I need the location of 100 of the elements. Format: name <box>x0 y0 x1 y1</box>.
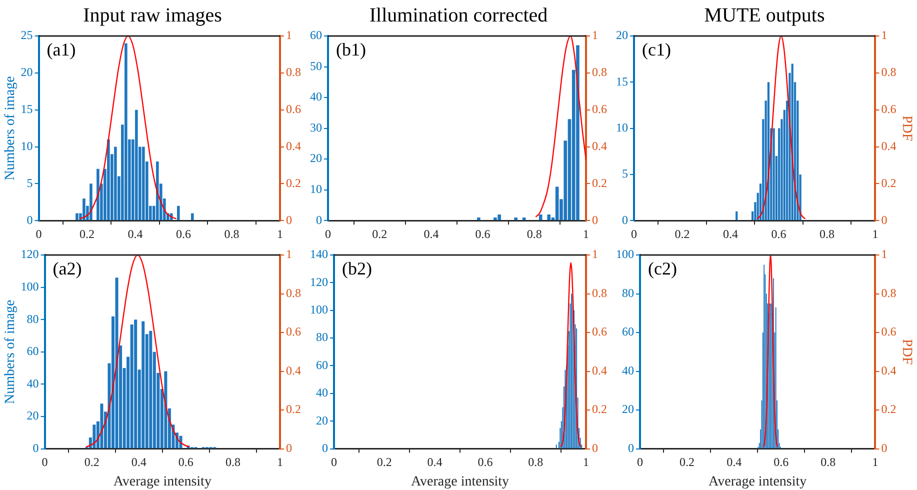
y2-tick-label: 0 <box>881 212 888 227</box>
x-tick-label: 0.6 <box>176 226 192 241</box>
x-tick-label: 0.8 <box>224 226 240 241</box>
y2-tick-label: 1 <box>592 247 598 262</box>
y2-axis-title: PDF <box>898 115 914 142</box>
y-tick-label: 5 <box>26 176 33 190</box>
y2-tick-label: 0.8 <box>881 286 896 300</box>
x-tick-label: 0.4 <box>131 455 146 470</box>
x-tick-label: 0.6 <box>178 455 194 470</box>
y2-tick-label: 0.2 <box>592 402 607 416</box>
line-series <box>535 36 586 218</box>
y-tick-label: 20 <box>26 408 39 423</box>
y-tick-label: 60 <box>310 28 322 42</box>
x-tick-label: 0.2 <box>372 226 388 241</box>
y2-tick-label: 0.2 <box>881 402 896 416</box>
x-tick-label: 0.6 <box>774 455 789 470</box>
annotation: (b1) <box>336 40 366 60</box>
y-tick-label: 120 <box>20 247 39 262</box>
y2-tick-label: 0.6 <box>881 324 896 339</box>
y2-tick-label: 1 <box>881 28 888 42</box>
annotation: (c1) <box>642 40 671 60</box>
y2-tick-label: 0.4 <box>286 363 301 378</box>
y-tick-label: 60 <box>316 358 328 372</box>
y-tick-label: 60 <box>26 344 39 358</box>
y-tick-label: 25 <box>20 28 33 42</box>
y2-tick-label: 0 <box>592 440 598 455</box>
y-tick-label: 80 <box>622 286 634 300</box>
y2-tick-label: 0.4 <box>592 363 607 378</box>
y-tick-label: 10 <box>616 120 628 134</box>
x-tick-label: 0.6 <box>475 226 490 241</box>
x-tick-label: 0.8 <box>526 226 542 241</box>
annotation: (b2) <box>342 258 372 279</box>
y-tick-label: 0 <box>628 440 634 455</box>
y2-tick-label: 0 <box>286 440 292 455</box>
y2-tick-label: 0.2 <box>286 176 301 190</box>
y2-tick-label: 0.6 <box>286 324 301 339</box>
y2-tick-label: 0 <box>592 212 598 227</box>
x-tick-label: 0.8 <box>528 455 544 470</box>
y2-tick-label: 0.2 <box>592 176 607 190</box>
y-tick-label: 40 <box>316 386 328 400</box>
x-tick-label: 0.2 <box>80 226 95 241</box>
y-tick-label: 20 <box>20 65 33 80</box>
x-tick-label: 0 <box>331 455 337 470</box>
x-tick-label: 1 <box>872 226 878 241</box>
y2-tick-label: 0.6 <box>592 102 607 116</box>
y-tick-label: 0 <box>32 440 39 455</box>
y-tick-label: 100 <box>616 247 634 262</box>
chart-title: Input raw images <box>83 4 222 26</box>
y2-tick-label: 0.8 <box>881 65 896 80</box>
y-tick-label: 50 <box>310 58 322 73</box>
y2-tick-label: 0 <box>286 212 292 227</box>
y2-tick-label: 0.2 <box>286 402 301 416</box>
y-tick-label: 100 <box>20 279 39 294</box>
y2-tick-label: 0.8 <box>592 65 607 80</box>
line-series <box>560 262 582 448</box>
y-tick-label: 20 <box>310 151 322 166</box>
chart-title: MUTE outputs <box>704 4 825 26</box>
x-tick-label: 0.8 <box>819 226 834 241</box>
y-tick-label: 40 <box>310 90 322 104</box>
y2-tick-label: 0.4 <box>592 138 607 153</box>
y-tick-label: 5 <box>622 166 628 181</box>
annotation: (a2) <box>52 258 82 279</box>
annotation: (c2) <box>648 258 677 279</box>
annotation: (a1) <box>46 40 76 60</box>
x-tick-label: 0 <box>42 455 48 470</box>
x-tick-label: 1 <box>583 226 589 241</box>
y-tick-label: 0 <box>322 440 328 455</box>
x-tick-label: 0.8 <box>820 455 836 470</box>
x-tick-label: 0.2 <box>674 226 690 241</box>
y-axis-title: Numbers of image <box>3 76 18 180</box>
x-tick-label: 0.2 <box>680 455 695 470</box>
x-tick-label: 0.2 <box>84 455 100 470</box>
y-tick-label: 80 <box>26 312 39 326</box>
y-tick-label: 20 <box>622 402 634 416</box>
y-tick-label: 20 <box>316 413 328 428</box>
y-tick-label: 10 <box>310 182 322 196</box>
y2-tick-label: 1 <box>286 247 292 262</box>
y2-tick-label: 0.6 <box>286 102 301 116</box>
x-tick-label: 0.4 <box>427 455 442 470</box>
y2-axis-title: PDF <box>898 339 914 365</box>
x-tick-label: 0 <box>637 455 643 470</box>
x-tick-label: 0.6 <box>478 455 493 470</box>
x-tick-label: 1 <box>277 226 283 241</box>
y-tick-label: 140 <box>310 247 328 262</box>
y2-tick-label: 0.8 <box>286 286 301 300</box>
line-series <box>85 255 190 448</box>
x-tick-label: 0.4 <box>128 226 143 241</box>
y2-tick-label: 1 <box>286 28 292 42</box>
x-tick-label: 1 <box>583 455 589 470</box>
y2-tick-label: 1 <box>592 28 598 42</box>
y-tick-label: 10 <box>20 138 33 153</box>
y-tick-label: 15 <box>616 74 628 88</box>
x-tick-label: 0.4 <box>726 455 742 470</box>
x-axis-title: Average intensity <box>708 474 807 490</box>
y-axis-title: Numbers of image <box>3 300 18 404</box>
y2-tick-label: 0.4 <box>286 138 301 153</box>
x-tick-label: 0.6 <box>771 226 786 241</box>
y2-tick-label: 0.4 <box>881 138 896 153</box>
line-series <box>762 255 778 448</box>
chart-title: Illumination corrected <box>369 4 548 26</box>
